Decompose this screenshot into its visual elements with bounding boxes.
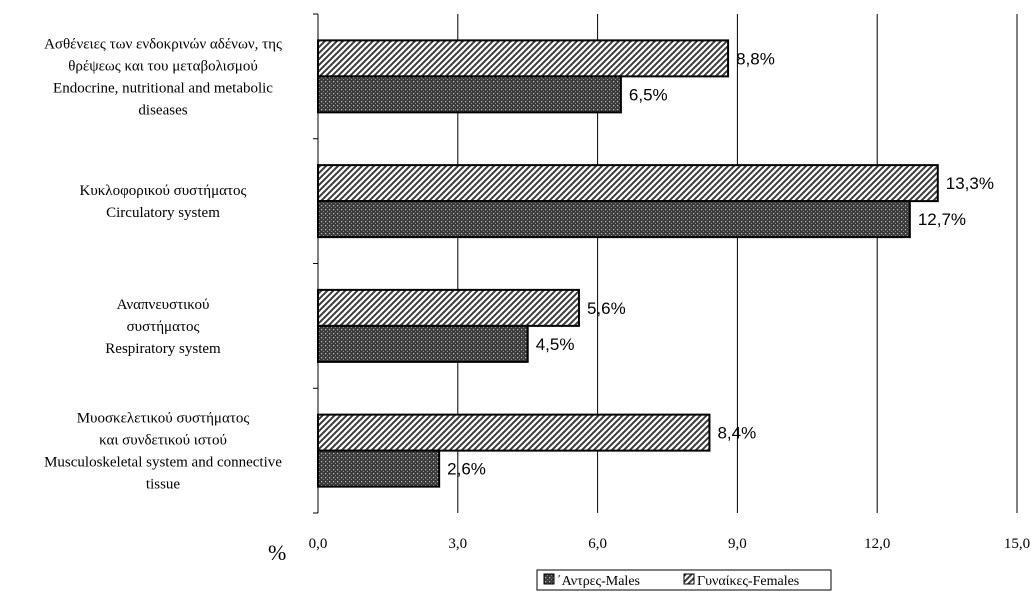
data-label: 4,5% <box>536 335 575 354</box>
category-label: Κυκλοφορικού συστήματος Circulatory syste… <box>79 183 246 221</box>
x-tick-label: 15,0 <box>1004 536 1030 552</box>
data-label: 8,4% <box>717 424 756 443</box>
category-label: Ασθένειες των ενδοκρινών αδένων, της θρέψ… <box>44 36 282 118</box>
bar <box>317 288 580 327</box>
category-label: Αναπνευστικού συστήματος Respiratory syste… <box>105 297 221 357</box>
legend-swatch-males <box>543 573 555 585</box>
bar <box>317 324 529 363</box>
legend-label-females: Γυναίκες-Females <box>697 574 799 589</box>
data-label: 2,6% <box>447 460 486 479</box>
data-label: 13,3% <box>946 174 994 193</box>
plot-area: 8,8% 6,5% Ασθένειες των ενδοκρινών αδένων,… <box>44 13 1030 552</box>
x-tick-label: 3,0 <box>448 536 467 552</box>
legend-swatch-females <box>683 573 695 585</box>
legend-label-males: ΄Αντρες-Males <box>557 574 640 589</box>
x-tick-label: 9,0 <box>728 536 747 552</box>
data-label: 12,7% <box>918 210 966 229</box>
bar <box>317 39 730 78</box>
category-label: Μυοσκελετικού συστήματος και συνδετικού ι… <box>44 411 282 493</box>
bar <box>317 164 939 203</box>
x-tick-label: 0,0 <box>309 536 328 552</box>
bar <box>317 449 441 488</box>
data-label: 8,8% <box>736 49 775 68</box>
legend: ΄Αντρες-Males Γυναίκες-Females <box>536 569 832 591</box>
x-tick-label: 12,0 <box>864 536 890 552</box>
bar <box>317 75 622 114</box>
data-label: 6,5% <box>629 85 668 104</box>
data-label: 5,6% <box>587 299 626 318</box>
bar <box>317 200 911 239</box>
x-tick-label: 6,0 <box>588 536 607 552</box>
bar <box>317 413 711 452</box>
x-unit-label: % <box>268 540 286 565</box>
